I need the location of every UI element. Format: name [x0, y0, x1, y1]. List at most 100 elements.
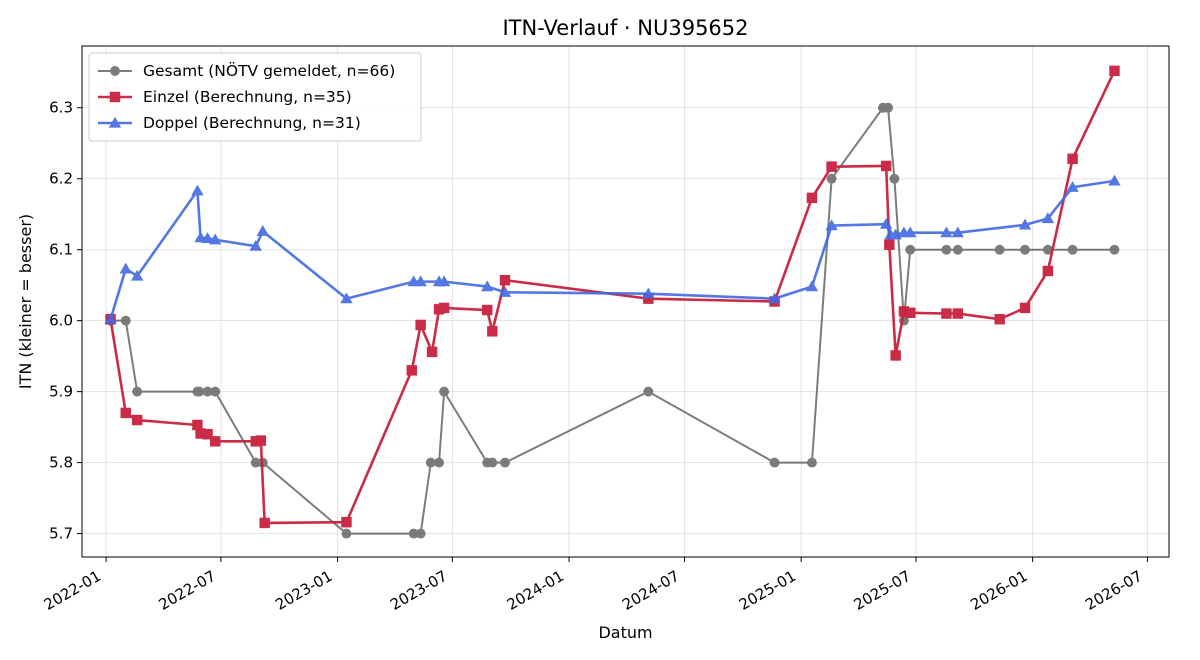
- series-layer: [104, 65, 1121, 539]
- y-tick-label: 6.3: [49, 99, 73, 117]
- data-point: [952, 244, 963, 255]
- data-point: [1067, 244, 1078, 255]
- legend-label: Gesamt (NÖTV gemeldet, n=66): [143, 61, 395, 80]
- data-point: [826, 161, 837, 172]
- data-point: [482, 304, 493, 316]
- data-point: [192, 419, 203, 431]
- legend-box: [88, 52, 422, 142]
- y-tick-label: 6.2: [49, 170, 73, 188]
- legend-marker: [108, 116, 122, 128]
- data-point: [120, 407, 131, 419]
- data-point: [131, 414, 143, 426]
- data-point: [259, 517, 270, 529]
- data-point: [209, 436, 221, 447]
- data-point: [194, 386, 205, 397]
- data-point: [643, 386, 654, 397]
- data-point: [940, 226, 953, 238]
- data-point: [805, 280, 819, 292]
- data-point: [120, 315, 131, 326]
- y-tick-label: 5.7: [49, 525, 73, 543]
- data-point: [905, 244, 916, 255]
- data-point: [1041, 212, 1055, 224]
- data-point: [1019, 302, 1031, 314]
- y-axis-title: ITN (kleiner = besser): [16, 214, 35, 389]
- data-point: [426, 346, 438, 358]
- data-point: [1042, 244, 1053, 255]
- data-point: [884, 239, 895, 250]
- legend: Gesamt (NÖTV gemeldet, n=66) Einzel (Bere…: [88, 52, 422, 142]
- data-point: [994, 314, 1005, 325]
- x-axis-title: Datum: [598, 623, 652, 642]
- chart-title: ITN-Verlauf · NU395652: [502, 16, 748, 40]
- data-point: [769, 457, 780, 468]
- data-point: [104, 313, 117, 324]
- data-point: [941, 244, 952, 255]
- data-point: [487, 326, 498, 337]
- data-point: [1109, 244, 1120, 255]
- data-point: [414, 275, 427, 287]
- data-point: [498, 286, 512, 297]
- data-point: [195, 428, 206, 439]
- y-tick-label: 5.9: [49, 383, 73, 401]
- data-point: [1066, 181, 1079, 192]
- data-point: [481, 280, 494, 292]
- data-point: [438, 302, 450, 314]
- data-point: [807, 457, 817, 468]
- data-point: [437, 275, 451, 287]
- data-point: [941, 308, 952, 319]
- y-tick-label: 6.0: [49, 312, 73, 330]
- data-point: [406, 365, 418, 376]
- data-point: [825, 219, 838, 231]
- data-point: [1067, 153, 1078, 165]
- data-point: [951, 226, 965, 238]
- data-point: [952, 308, 964, 319]
- data-point: [879, 217, 893, 229]
- data-point: [408, 528, 419, 539]
- data-point: [415, 528, 426, 539]
- legend-label: Doppel (Berechnung, n=31): [143, 114, 361, 132]
- data-point: [250, 457, 261, 468]
- data-point: [643, 293, 654, 304]
- data-point: [425, 457, 436, 468]
- data-point: [889, 173, 900, 184]
- data-point: [1108, 174, 1121, 186]
- series-1: [105, 102, 1120, 539]
- y-tick-label: 6.1: [49, 241, 73, 259]
- data-point: [487, 457, 498, 468]
- data-point: [883, 102, 894, 113]
- data-point: [904, 226, 917, 238]
- data-point: [1109, 65, 1120, 77]
- y-tick-label: 5.8: [49, 454, 73, 472]
- data-point: [256, 225, 269, 236]
- data-point: [191, 184, 204, 196]
- data-point: [249, 239, 262, 251]
- series-2: [105, 65, 1120, 529]
- data-point: [434, 457, 444, 468]
- data-point: [202, 386, 213, 397]
- data-point: [880, 160, 892, 172]
- data-point: [994, 244, 1005, 255]
- data-point: [898, 306, 910, 317]
- data-point: [439, 386, 450, 397]
- legend-entry: [98, 116, 132, 128]
- data-point: [1018, 218, 1032, 230]
- data-point: [1042, 265, 1054, 277]
- data-point: [642, 287, 655, 299]
- data-point: [806, 192, 818, 204]
- data-point: [208, 233, 222, 245]
- data-point: [499, 274, 511, 286]
- legend-marker: [110, 66, 120, 76]
- data-point: [201, 232, 214, 243]
- data-point: [905, 307, 916, 319]
- data-point: [255, 435, 267, 446]
- data-point: [826, 173, 837, 184]
- plot-frame: [81, 45, 1170, 558]
- data-point: [340, 292, 353, 304]
- data-point: [132, 386, 143, 397]
- data-point: [768, 292, 781, 304]
- data-point: [1020, 244, 1030, 255]
- data-point: [415, 319, 426, 331]
- data-point: [202, 428, 213, 440]
